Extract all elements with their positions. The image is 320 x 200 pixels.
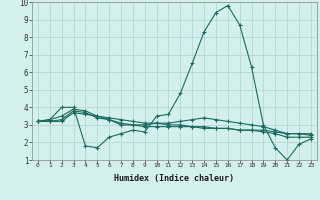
X-axis label: Humidex (Indice chaleur): Humidex (Indice chaleur) — [115, 174, 234, 183]
